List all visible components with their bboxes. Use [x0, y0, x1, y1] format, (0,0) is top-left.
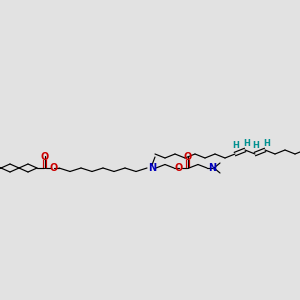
Text: O: O — [175, 163, 183, 173]
Text: O: O — [184, 152, 192, 162]
Text: H: H — [244, 139, 250, 148]
Text: O: O — [50, 163, 58, 173]
Text: H: H — [253, 142, 260, 151]
Text: N: N — [148, 163, 156, 173]
Text: N: N — [208, 163, 216, 173]
Text: H: H — [232, 142, 239, 151]
Text: O: O — [41, 152, 49, 162]
Text: H: H — [264, 139, 270, 148]
